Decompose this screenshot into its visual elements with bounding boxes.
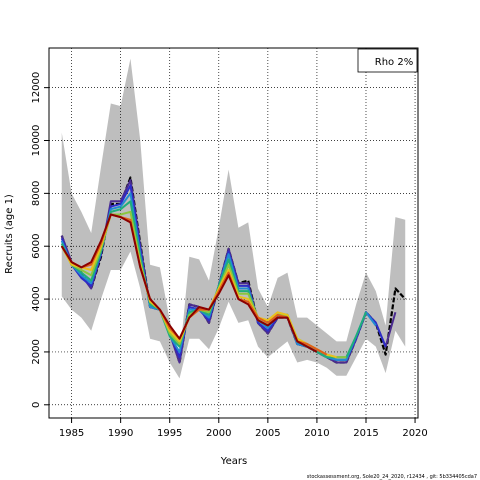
y-tick-label: 4000 xyxy=(31,286,42,311)
y-tick-label: 2000 xyxy=(31,339,42,364)
legend-box xyxy=(357,48,418,73)
x-tick-label: 1985 xyxy=(59,428,84,439)
y-tick-label: 12000 xyxy=(31,72,42,104)
x-axis-title: Years xyxy=(220,456,247,467)
y-tick-label: 10000 xyxy=(31,125,42,157)
series-line-1 xyxy=(60,179,397,364)
y-tick-label: 0 xyxy=(31,402,42,408)
x-tick-label: 2015 xyxy=(353,428,378,439)
series-line-8 xyxy=(60,213,318,353)
footer-credit: stockassessment.org, Sole20_24_2020, r12… xyxy=(307,474,477,480)
x-tick-label: 1990 xyxy=(108,428,133,439)
series-layer xyxy=(60,176,407,364)
x-tick-label: 2020 xyxy=(402,428,427,439)
x-tick-label: 2010 xyxy=(304,428,329,439)
x-axis: 1985 1990 1995 2000 2005 2010 2015 2020 xyxy=(59,418,428,439)
x-tick-label: 2000 xyxy=(206,428,231,439)
plot-frame xyxy=(48,47,419,419)
y-axis-title: Recruits (age 1) xyxy=(4,194,15,274)
y-tick-label: 8000 xyxy=(31,181,42,206)
x-tick-label: 1995 xyxy=(157,428,182,439)
legend: Rho 2% xyxy=(357,48,418,73)
legend-label: Rho 2% xyxy=(375,57,413,68)
y-tick-label: 6000 xyxy=(31,233,42,258)
x-tick-label: 2005 xyxy=(255,428,280,439)
y-axis: 0 2000 4000 6000 8000 10000 12000 xyxy=(31,72,49,408)
